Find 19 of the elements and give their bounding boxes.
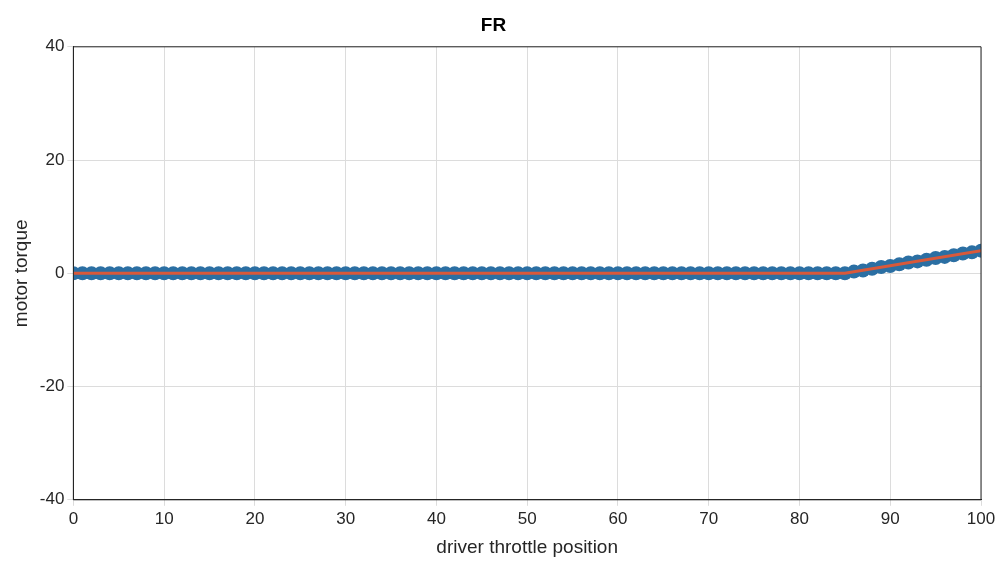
x-tick-label: 50 [517, 508, 537, 528]
y-tick-label: 40 [45, 36, 65, 56]
x-tick-label: 30 [336, 508, 356, 528]
x-tick-label: 100 [966, 508, 996, 528]
y-tick-label: 20 [45, 149, 65, 169]
y-tick-label: 0 [54, 262, 65, 282]
x-tick-label: 40 [426, 508, 446, 528]
chart-title: FR [480, 13, 507, 35]
x-tick-label: 60 [608, 508, 628, 528]
x-tick-label: 20 [245, 508, 265, 528]
x-tick-label: 90 [880, 508, 900, 528]
x-tick-label: 10 [154, 508, 174, 528]
y-axis-title: motor torque [9, 219, 31, 328]
x-tick-label: 0 [68, 508, 79, 528]
x-tick-label: 80 [790, 508, 809, 528]
y-tick-label: -20 [39, 376, 65, 396]
x-tick-label: 70 [699, 508, 719, 528]
y-tick-label: -40 [39, 489, 65, 509]
x-axis-title: driver throttle position [436, 535, 619, 557]
